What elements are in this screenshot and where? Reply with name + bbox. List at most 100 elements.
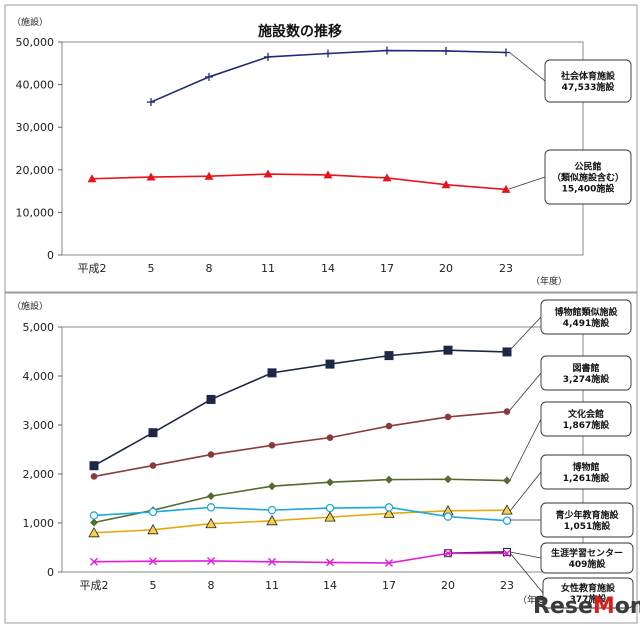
chart-1-series-6-point-b: [207, 556, 215, 565]
chart-1-y-tick-label: 0: [47, 566, 54, 579]
chart-0-x-tick-label: 11: [261, 262, 275, 275]
chart-0-x-tick-label: 23: [499, 262, 513, 275]
chart-1-y-tick-label: 4,000: [23, 370, 55, 383]
chart-0-series-0-point: [264, 52, 272, 61]
chart-1-series-6-callout-box: [542, 577, 634, 609]
chart-0-x-unit: （年度）: [531, 275, 567, 287]
chart-0-series-0-point: [205, 72, 213, 81]
chart-1-series-1-point: [326, 434, 334, 441]
chart-0-x-tick-label: 8: [206, 262, 213, 275]
chart-1-series-5-callout-line: 409施設: [569, 558, 607, 570]
chart-0-y-tick-label: 0: [47, 249, 54, 262]
chart-0-y-tick-label: 20,000: [16, 164, 55, 177]
chart-1-series-1-point: [503, 408, 511, 415]
chart-1-series-4-callout-line: 1,051施設: [564, 520, 611, 532]
chart-0-series-0-point: [383, 46, 391, 55]
chart-1-series-6-point-b: [385, 559, 393, 568]
chart-1-series-0-callout-line: 4,491施設: [563, 317, 610, 329]
chart-0-y-tick-label: 50,000: [16, 36, 55, 49]
chart-1-series-6-callout-leader: [509, 552, 544, 594]
chart-1-series-4-point: [325, 503, 335, 513]
chart-1-series-6-point-b: [149, 557, 157, 566]
chart-1-series-6-point: [207, 556, 215, 565]
chart-1-series-2-point: [268, 482, 276, 491]
chart-1-series-2-callout-line: 文化会館: [567, 408, 604, 420]
chart-1-x-tick-label: 17: [382, 579, 396, 592]
chart-0-x-tick-label: 平成2: [78, 262, 107, 275]
chart-1-series-4-point: [384, 503, 394, 512]
chart-1-series-0-callout-leader: [509, 316, 542, 351]
chart-1-series-0-callout-line: 博物館類似施設: [554, 306, 618, 318]
chart-1-series-2-point: [503, 476, 511, 485]
chart-1-series-1-point: [149, 462, 157, 469]
chart-1-series-2-point: [326, 478, 334, 487]
chart-1-series-6-point: [268, 557, 276, 566]
chart-1-series-6-point-b: [444, 549, 452, 558]
chart-1-series-6-point: [326, 558, 334, 567]
chart-0-series-1-callout-line: （類似施設含む）: [552, 172, 624, 184]
chart-1-series-5-callout-line: 生涯学習センター: [551, 547, 623, 559]
chart-1-series-3-point: [205, 517, 217, 529]
chart-1-series-4-line: [93, 506, 508, 522]
chart-1-x-tick-label: 20: [441, 579, 455, 592]
chart-1-series-4-point: [89, 511, 99, 520]
chart-1-series-3-callout-leader: [509, 471, 542, 512]
chart-1-series-1-point: [385, 422, 393, 430]
chart-0-series-0-point: [324, 49, 332, 58]
chart-1-series-2-point: [207, 492, 215, 501]
chart-1-series-1-point: [90, 473, 98, 480]
chart-1-y-tick-label: 3,000: [23, 419, 55, 432]
chart-1-x-tick-label: 8: [208, 579, 215, 592]
chart-1-x-tick-label: 14: [323, 579, 337, 592]
chart-0-y-tick-label: 10,000: [16, 206, 55, 219]
chart-1-series-5-callout-box: [540, 542, 634, 574]
chart-1-series-3-point: [324, 511, 336, 522]
chart-0-series-1-point: [501, 184, 511, 193]
chart-1-series-3-point: [88, 526, 100, 538]
chart-1-series-3-point: [501, 504, 513, 515]
chart-0-y-tick-label: 40,000: [16, 79, 55, 92]
chart-0-series-1-point: [263, 169, 273, 178]
chart-1-series-6-point-b: [90, 557, 98, 566]
chart-1-series-1-callout-line: 図書館: [572, 362, 599, 374]
chart-1-series-4-point: [267, 505, 277, 515]
chart-0-title: 施設数の推移: [258, 23, 342, 40]
chart-1-series-2-point: [90, 518, 98, 527]
chart-1-series-4-point: [206, 503, 216, 512]
chart-1-series-3-point: [383, 507, 395, 518]
chart-1-series-3-line: [93, 509, 508, 534]
chart-1-series-2-callout-box: [540, 401, 632, 437]
chart-1-series-0-point: [443, 345, 453, 355]
chart-1-series-4-point: [502, 516, 512, 525]
chart-0-series-1-callout-leader: [508, 176, 546, 190]
chart-1-series-0-line: [93, 349, 508, 467]
chart-0-series-0-callout-line: 47,533施設: [562, 81, 616, 93]
chart-1-series-6-point: [149, 557, 157, 566]
chart-0-series-1-point: [441, 180, 451, 189]
chart-1-series-0-point: [206, 394, 216, 404]
chart-1-y-unit: （施設）: [12, 300, 48, 312]
chart-1-series-0-point: [89, 461, 99, 471]
chart-1-series-3-callout-line: 博物館: [572, 461, 599, 473]
chart-0-series-1-point: [87, 174, 97, 183]
chart-1-y-tick-label: 2,000: [23, 468, 55, 481]
chart-1-series-4-point: [443, 512, 453, 521]
chart-0-series-0-callout-line: 社会体育施設: [560, 70, 616, 82]
chart-1-series-6-callout-line: 377施設: [570, 593, 608, 605]
chart-1-series-2-line: [93, 478, 508, 524]
chart-1-series-6-point: [444, 549, 452, 558]
chart-0-series-0-point: [502, 48, 510, 57]
chart-0-x-tick-label: 17: [380, 262, 394, 275]
chart-1-series-0-point: [325, 359, 335, 369]
chart-0-series-1-callout-line: 公民館: [574, 161, 601, 173]
chart-1-series-6-callout-line: 女性教育施設: [561, 582, 616, 594]
chart-1-plot-area: [61, 326, 584, 573]
chart-1-series-1-point: [444, 413, 452, 421]
chart-0-series-1-line: [91, 173, 507, 191]
chart-1-series-0-point: [148, 428, 158, 438]
chart-0-series-1-point: [204, 171, 214, 180]
chart-1-x-tick-label: 5: [150, 579, 157, 592]
chart-1-series-3-callout-line: 1,261施設: [563, 472, 610, 484]
chart-1-series-1-callout-box: [540, 355, 632, 391]
chart-1-series-3-callout-box: [540, 454, 632, 490]
